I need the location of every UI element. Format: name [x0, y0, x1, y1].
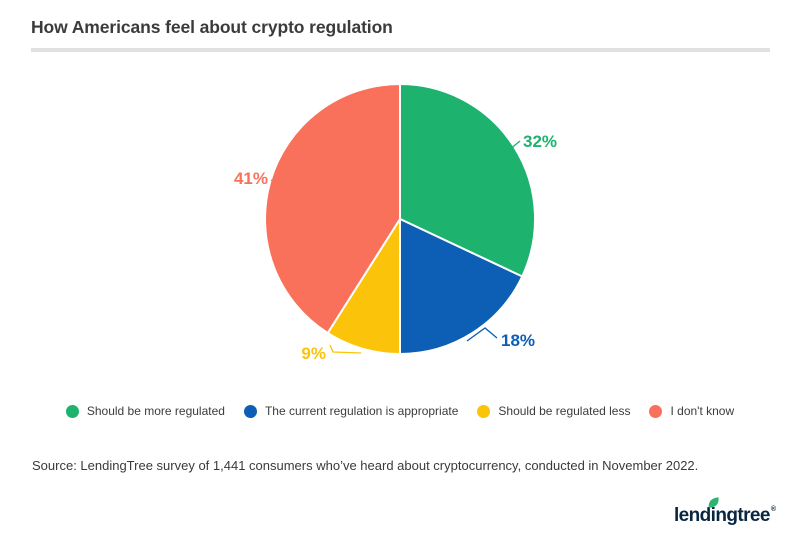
pie-value-label: 41%	[234, 169, 268, 188]
label-leader-line	[466, 327, 498, 342]
page-title: How Americans feel about crypto regulati…	[31, 17, 393, 37]
legend-item: The current regulation is appropriate	[243, 404, 459, 418]
pie-slice-4	[264, 83, 401, 334]
leaf-icon	[708, 497, 719, 508]
lendingtree-logo: lendi ngtree®	[674, 497, 776, 527]
legend-label: I don't know	[670, 404, 735, 418]
legend-label: Should be more regulated	[86, 404, 225, 418]
chart-legend: Should be more regulated The current regu…	[0, 404, 800, 418]
legend-swatch	[477, 404, 491, 418]
logo-text-part: lend	[674, 505, 711, 526]
legend-label: The current regulation is appropriate	[264, 404, 459, 418]
pie-value-label: 18%	[501, 331, 535, 350]
legend-swatch	[243, 404, 257, 418]
logo-letter-i-glyph: i	[710, 505, 716, 526]
pie-chart: 32% 18% 9% 41%	[234, 83, 557, 363]
label-leader-line	[508, 140, 521, 151]
legend-item: I don't know	[649, 404, 734, 418]
legend-item: Should be regulated less	[477, 404, 630, 418]
legend-swatch	[649, 404, 663, 418]
label-leader-line	[270, 179, 283, 187]
title-divider	[31, 48, 770, 52]
source-note: Source: LendingTree survey of 1,441 cons…	[32, 458, 699, 473]
legend-label: Should be regulated less	[498, 404, 631, 418]
registered-mark: ®	[770, 506, 776, 513]
label-leader-line	[329, 344, 362, 354]
pie-value-label: 32%	[523, 132, 557, 151]
legend-swatch	[65, 404, 79, 418]
pie-slice-2	[399, 218, 524, 355]
logo-wordmark: lendi ngtree®	[674, 497, 776, 527]
legend-item: Should be more regulated	[65, 404, 225, 418]
logo-letter-i: i	[708, 497, 719, 527]
logo-text-part: ngtree	[715, 505, 770, 526]
pie-value-label: 9%	[301, 344, 326, 363]
